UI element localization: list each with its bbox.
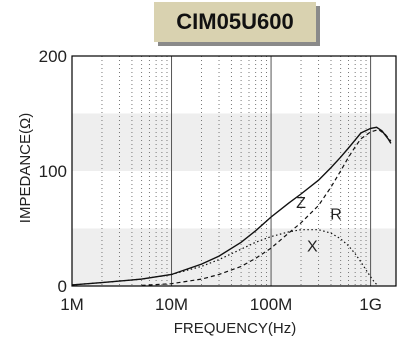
series-line-z [71, 126, 392, 286]
y-axis-label: IMPEDANCE(Ω) [17, 113, 34, 223]
x-axis-label: FREQUENCY(Hz) [174, 320, 297, 337]
shaded-bands [72, 113, 396, 286]
x-tick-label: 10M [155, 295, 188, 314]
x-tick-label: 100M [250, 295, 293, 314]
x-tick-label: 1M [60, 295, 84, 314]
series-label-z: Z [296, 195, 306, 212]
y-tick-label: 0 [58, 277, 67, 296]
series-label-r: R [330, 206, 342, 223]
tick-labels: 1M 10M 100M 1G 0 100 200 [39, 47, 382, 314]
series-lines [71, 126, 392, 287]
y-tick-label: 200 [39, 47, 67, 66]
y-tick-label: 100 [39, 162, 67, 181]
series-line-x [71, 229, 379, 287]
series-line-r [141, 128, 392, 286]
shaded-band [72, 113, 396, 171]
grid-lines [101, 56, 372, 286]
series-labels: Z RX [296, 195, 342, 256]
series-label-x: X [307, 239, 318, 256]
chart-title: CIM05U600 [154, 2, 316, 42]
x-tick-label: 1G [359, 295, 382, 314]
shaded-band [72, 228, 396, 286]
plot-frame [71, 55, 397, 287]
